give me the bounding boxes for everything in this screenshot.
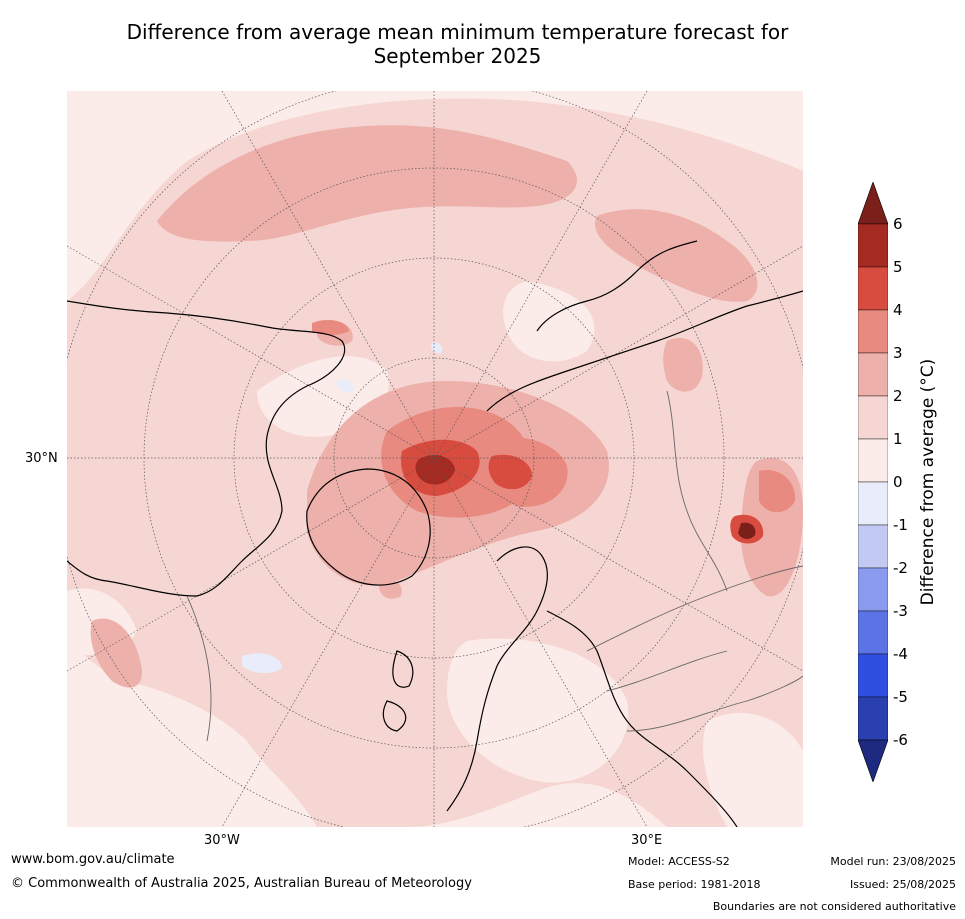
colorbar-extend-top [858, 182, 888, 225]
colorbar-swatch [858, 696, 888, 741]
title-line-1: Difference from average mean minimum tem… [126, 20, 789, 44]
footer-copyright: © Commonwealth of Australia 2025, Austra… [11, 876, 472, 891]
colorbar-swatch [858, 481, 888, 526]
anomaly-region-3-4 [771, 485, 782, 497]
colorbar-swatch [858, 653, 888, 698]
anomaly-region-1-2 [67, 301, 91, 531]
colorbar-swatch [858, 352, 888, 397]
footer-url: www.bom.gov.au/climate [11, 852, 175, 867]
colorbar-swatch [858, 438, 888, 483]
anomaly-region-5-6 [738, 522, 756, 539]
anomaly-region-2-3 [663, 337, 703, 392]
country-boundaries [186, 390, 803, 742]
colorbar-label: Difference from average (°C) [918, 358, 938, 606]
colorbar-tick-label: 5 [893, 258, 903, 276]
colorbar-extend-bottom [858, 739, 888, 782]
colorbar-tick-label: -3 [893, 602, 908, 620]
lon-label-30w: 30°W [204, 833, 240, 848]
colorbar-tick-label: 1 [893, 430, 903, 448]
colorbar-tick-label: -6 [893, 731, 908, 749]
colorbar-swatch [858, 309, 888, 354]
footer-issued: Issued: 25/08/2025 [849, 878, 956, 891]
lat-label-30n: 30°N [25, 451, 58, 466]
anomaly-region-5-6 [415, 455, 455, 485]
colorbar-tick-label: 2 [893, 387, 903, 405]
colorbar [858, 182, 888, 782]
colorbar-tick-label: 4 [893, 301, 903, 319]
colorbar-tick-label: -2 [893, 559, 908, 577]
colorbar-swatch [858, 567, 888, 612]
colorbar-tick-label: -1 [893, 516, 908, 534]
colorbar-tick-label: -5 [893, 688, 908, 706]
footer-model: Model: ACCESS-S2 [628, 855, 730, 868]
colorbar-tick-label: 3 [893, 344, 903, 362]
anomaly-region-3-4 [312, 320, 349, 336]
colorbar-swatch [858, 610, 888, 655]
anomaly-region-2-3 [157, 125, 577, 242]
colorbar-tick-label: 0 [893, 473, 903, 491]
anomaly-region-neg-1-0 [242, 653, 282, 674]
anomaly-region-2-3 [90, 618, 142, 688]
graticule [67, 91, 803, 827]
anomaly-region-0-1 [447, 638, 629, 783]
title-line-2: September 2025 [373, 44, 542, 68]
colorbar-swatch [858, 266, 888, 311]
colorbar-swatch [858, 395, 888, 440]
colorbar-tick-label: 6 [893, 215, 903, 233]
chart-title: Difference from average mean minimum tem… [60, 20, 855, 68]
anomaly-region-2-3 [595, 209, 758, 302]
anomaly-region-neg-1-0 [337, 379, 354, 393]
anomaly-region-4-5 [488, 454, 532, 490]
anomaly-region-0-1 [703, 712, 803, 827]
forecast-map [67, 91, 803, 827]
lon-label-30e: 30°E [631, 833, 663, 848]
colorbar-swatch [858, 524, 888, 569]
coastlines [67, 240, 803, 827]
footer-disclaimer: Boundaries are not considered authoritat… [712, 900, 956, 913]
anomaly-region-2-3 [378, 579, 402, 599]
footer-model-run: Model run: 23/08/2025 [830, 855, 956, 868]
footer-base-period: Base period: 1981-2018 [628, 878, 761, 891]
colorbar-tick-label: -4 [893, 645, 908, 663]
colorbar-swatch [858, 223, 888, 268]
